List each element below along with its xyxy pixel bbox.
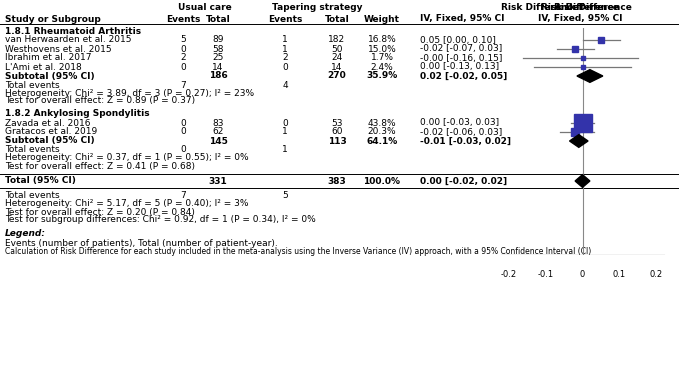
Text: -0.02 [-0.07, 0.03]: -0.02 [-0.07, 0.03] xyxy=(420,45,502,53)
Text: 1: 1 xyxy=(282,127,288,136)
Text: -0.02 [-0.06, 0.03]: -0.02 [-0.06, 0.03] xyxy=(420,127,502,136)
Text: Total events: Total events xyxy=(5,146,60,154)
Text: 0: 0 xyxy=(180,146,186,154)
Text: 0: 0 xyxy=(180,45,186,53)
Text: 0: 0 xyxy=(282,63,288,71)
Text: 0.00 [-0.03, 0.03]: 0.00 [-0.03, 0.03] xyxy=(420,119,499,127)
Text: Gratacos et al. 2019: Gratacos et al. 2019 xyxy=(5,127,97,136)
Text: 5: 5 xyxy=(180,35,186,45)
Text: 0: 0 xyxy=(180,63,186,71)
Text: 83: 83 xyxy=(212,119,224,127)
Text: 1.8.1 Rheumatoid Arthritis: 1.8.1 Rheumatoid Arthritis xyxy=(5,26,141,35)
Text: 1: 1 xyxy=(282,35,288,45)
Text: 62: 62 xyxy=(212,127,224,136)
Text: 64.1%: 64.1% xyxy=(366,136,397,146)
Text: 60: 60 xyxy=(332,127,342,136)
Text: 331: 331 xyxy=(209,177,227,185)
Text: 1: 1 xyxy=(282,146,288,154)
Text: van Herwaarden et al. 2015: van Herwaarden et al. 2015 xyxy=(5,35,132,45)
Text: Study or Subgroup: Study or Subgroup xyxy=(5,15,101,23)
Text: IV, Fixed, 95% CI: IV, Fixed, 95% CI xyxy=(420,15,504,23)
Text: 113: 113 xyxy=(327,136,347,146)
Text: 145: 145 xyxy=(208,136,227,146)
Text: 58: 58 xyxy=(212,45,224,53)
Text: 0.1: 0.1 xyxy=(613,270,626,279)
Text: 2.4%: 2.4% xyxy=(371,63,393,71)
Text: Total: Total xyxy=(325,15,349,23)
Polygon shape xyxy=(569,135,588,147)
Text: 7: 7 xyxy=(180,192,186,200)
Text: Weight: Weight xyxy=(364,15,400,23)
Text: Events: Events xyxy=(268,15,302,23)
Text: -0.2: -0.2 xyxy=(501,270,516,279)
Text: Events (number of patients), Total (number of patient-year).: Events (number of patients), Total (numb… xyxy=(5,238,277,248)
Text: 20.3%: 20.3% xyxy=(368,127,397,136)
Polygon shape xyxy=(575,175,590,187)
Text: 53: 53 xyxy=(332,119,342,127)
Text: 5: 5 xyxy=(282,192,288,200)
Text: Test for overall effect: Z = 0.41 (P = 0.68): Test for overall effect: Z = 0.41 (P = 0… xyxy=(5,162,195,170)
Text: 0.05 [0.00, 0.10]: 0.05 [0.00, 0.10] xyxy=(420,35,496,45)
Text: 0: 0 xyxy=(282,119,288,127)
Text: 15.0%: 15.0% xyxy=(368,45,397,53)
Text: 50: 50 xyxy=(332,45,342,53)
Text: 16.8%: 16.8% xyxy=(368,35,397,45)
Text: -0.00 [-0.16, 0.15]: -0.00 [-0.16, 0.15] xyxy=(420,53,502,63)
Text: Usual care: Usual care xyxy=(178,3,232,13)
Text: Total events: Total events xyxy=(5,81,60,89)
Text: Zavada et al. 2016: Zavada et al. 2016 xyxy=(5,119,90,127)
Text: Risk Difference: Risk Difference xyxy=(554,3,632,13)
Text: 100.0%: 100.0% xyxy=(364,177,401,185)
Text: Heterogeneity: Chi² = 3.89, df = 3 (P = 0.27); I² = 23%: Heterogeneity: Chi² = 3.89, df = 3 (P = … xyxy=(5,88,254,98)
Text: 0.00 [-0.02, 0.02]: 0.00 [-0.02, 0.02] xyxy=(420,177,507,185)
Text: -0.01 [-0.03, 0.02]: -0.01 [-0.03, 0.02] xyxy=(420,136,511,146)
Text: 14: 14 xyxy=(212,63,224,71)
Text: 1.8.2 Ankylosing Spondylitis: 1.8.2 Ankylosing Spondylitis xyxy=(5,109,149,119)
Text: 25: 25 xyxy=(212,53,224,63)
Text: Test for overall effect: Z = 0.89 (P = 0.37): Test for overall effect: Z = 0.89 (P = 0… xyxy=(5,96,195,106)
Text: Test for overall effect: Z = 0.20 (P = 0.84): Test for overall effect: Z = 0.20 (P = 0… xyxy=(5,207,195,217)
Text: L'Ami et al. 2018: L'Ami et al. 2018 xyxy=(5,63,82,71)
Text: Heterogeneity: Chi² = 0.37, df = 1 (P = 0.55); I² = 0%: Heterogeneity: Chi² = 0.37, df = 1 (P = … xyxy=(5,154,249,162)
Text: 0: 0 xyxy=(180,119,186,127)
Text: 1.7%: 1.7% xyxy=(371,53,393,63)
Text: 186: 186 xyxy=(209,71,227,81)
Text: Total: Total xyxy=(206,15,230,23)
Text: 182: 182 xyxy=(328,35,345,45)
Text: 0: 0 xyxy=(180,127,186,136)
Text: Westhovens et al. 2015: Westhovens et al. 2015 xyxy=(5,45,112,53)
Text: Risk Difference: Risk Difference xyxy=(501,3,579,13)
Text: 89: 89 xyxy=(212,35,224,45)
Text: Legend:: Legend: xyxy=(5,230,46,238)
Text: Ibrahim et al. 2017: Ibrahim et al. 2017 xyxy=(5,53,92,63)
Text: -0.1: -0.1 xyxy=(538,270,553,279)
Text: Test for subgroup differences: Chi² = 0.92, df = 1 (P = 0.34), I² = 0%: Test for subgroup differences: Chi² = 0.… xyxy=(5,215,316,225)
Text: Heterogeneity: Chi² = 5.17, df = 5 (P = 0.40); I² = 3%: Heterogeneity: Chi² = 5.17, df = 5 (P = … xyxy=(5,200,249,209)
Text: Total (95% CI): Total (95% CI) xyxy=(5,177,76,185)
Text: Total events: Total events xyxy=(5,192,60,200)
Text: 43.8%: 43.8% xyxy=(368,119,397,127)
Text: 7: 7 xyxy=(180,81,186,89)
Text: 14: 14 xyxy=(332,63,342,71)
Text: 270: 270 xyxy=(327,71,347,81)
Text: 2: 2 xyxy=(180,53,186,63)
Text: Calculation of Risk Difference for each study included in the meta-analysis usin: Calculation of Risk Difference for each … xyxy=(5,248,591,257)
Text: 4: 4 xyxy=(282,81,288,89)
Text: Events: Events xyxy=(166,15,200,23)
Text: 0.00 [-0.13, 0.13]: 0.00 [-0.13, 0.13] xyxy=(420,63,499,71)
Text: 2: 2 xyxy=(282,53,288,63)
Text: Subtotal (95% CI): Subtotal (95% CI) xyxy=(5,136,95,146)
Text: 0.2: 0.2 xyxy=(650,270,663,279)
Text: IV, Fixed, 95% CI: IV, Fixed, 95% CI xyxy=(538,15,622,23)
Text: 24: 24 xyxy=(332,53,342,63)
Text: Risk Difference: Risk Difference xyxy=(541,3,619,13)
Text: 0.02 [-0.02, 0.05]: 0.02 [-0.02, 0.05] xyxy=(420,71,508,81)
Text: 35.9%: 35.9% xyxy=(366,71,397,81)
Text: 383: 383 xyxy=(327,177,347,185)
Polygon shape xyxy=(577,70,603,82)
Text: 0: 0 xyxy=(580,270,585,279)
Text: Subtotal (95% CI): Subtotal (95% CI) xyxy=(5,71,95,81)
Text: 1: 1 xyxy=(282,45,288,53)
Text: Tapering strategy: Tapering strategy xyxy=(272,3,362,13)
